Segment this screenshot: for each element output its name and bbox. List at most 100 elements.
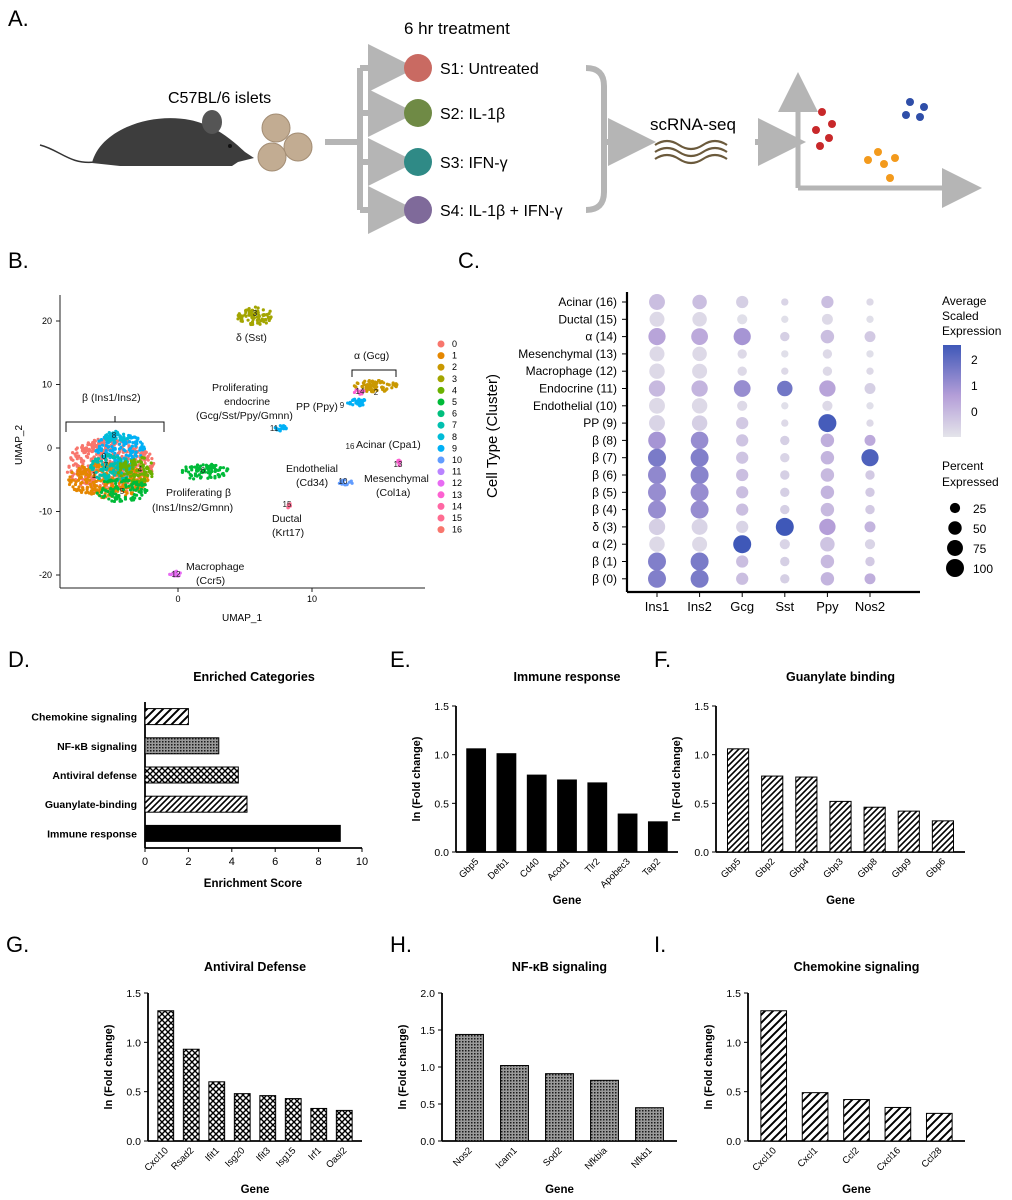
legend-swatch	[437, 421, 445, 429]
umap-point	[208, 475, 212, 479]
umap-point	[220, 472, 224, 476]
umap-point	[146, 478, 150, 482]
umap-point	[129, 474, 133, 478]
row-label: Endocrine (11)	[539, 382, 617, 396]
cluster-number: 14	[356, 387, 365, 396]
gene-tick-label: Gbp5	[719, 856, 743, 880]
umap-point	[116, 487, 120, 491]
umap-point	[350, 481, 354, 485]
umap-point	[131, 440, 135, 445]
x-tick-label: 4	[229, 856, 235, 868]
umap-point	[125, 491, 129, 495]
dot-Ins2-row-14	[692, 536, 708, 552]
row-label: β (0)	[592, 572, 617, 586]
gene-label: Ppy	[816, 599, 839, 614]
bar-Gbp5	[726, 748, 750, 853]
umap-point	[370, 380, 374, 384]
x-tick-label: 0	[142, 856, 148, 868]
legend-label: 4	[452, 385, 457, 395]
legend-swatch	[437, 386, 445, 394]
umap-point	[108, 448, 112, 453]
umap-point	[261, 308, 265, 312]
y-tick-label: -20	[39, 570, 52, 580]
dot-Sst-row-10	[780, 470, 790, 480]
umap-point	[109, 437, 113, 441]
umap-point	[225, 467, 229, 471]
dot-Ins1-row-7	[649, 415, 665, 432]
category-label: Guanylate-binding	[45, 799, 137, 811]
y-tick-label: 10	[42, 380, 52, 390]
umap-point	[256, 321, 260, 325]
bar-Isg20	[233, 1093, 251, 1142]
x-tick-label: 10	[307, 594, 317, 604]
gene-tick-label: Sod2	[541, 1145, 564, 1168]
sample-label: S3: IFN-γ	[440, 155, 508, 172]
umap-point	[124, 485, 128, 489]
gene-tick-label: Oasl2	[324, 1145, 349, 1170]
cluster-11	[273, 424, 288, 433]
cluster-14	[352, 387, 366, 396]
panel-h: H. NF-κB signaling 0.0 0.5 1.0 1.5 2.0 ln (Fold…	[390, 932, 677, 1196]
y-tick-label: 1.0	[126, 1037, 141, 1049]
umap-point	[282, 426, 286, 430]
umap-point	[369, 384, 373, 388]
chart-title: Antiviral Defense	[204, 960, 306, 974]
size-legend-label: 75	[973, 542, 987, 556]
dot-Gcg-row-13	[736, 520, 749, 534]
gene-tick-label: Nfkb1	[629, 1145, 654, 1170]
gene-tick-label: Rsad2	[169, 1145, 196, 1172]
umap-point	[122, 443, 126, 447]
bar-Nfkb1	[635, 1107, 664, 1142]
umap-point	[146, 473, 150, 478]
dot-Gcg-row-11	[736, 486, 749, 499]
dot-Ppy-row-10	[820, 468, 835, 482]
cluster-12	[168, 569, 182, 578]
dot-Ppy-row-1	[821, 313, 833, 325]
dot-Gcg-row-7	[736, 416, 749, 430]
row-label: Ductal (15)	[558, 312, 617, 326]
umap-point	[84, 468, 88, 472]
color-legend-title-1: Average	[942, 294, 987, 308]
bar-Oasl2	[335, 1109, 353, 1142]
umap-point	[115, 430, 119, 434]
y-tick-label: 1.0	[726, 1037, 741, 1049]
umap-point	[148, 452, 152, 456]
umap-point	[93, 483, 97, 488]
gene-tick-label: Cd40	[518, 856, 542, 880]
dot-Ins2-row-0	[692, 294, 707, 310]
umap-point	[217, 475, 221, 479]
bar-Cxcl1	[801, 1092, 829, 1142]
dot-Ppy-row-5	[819, 380, 836, 397]
umap-point	[107, 430, 111, 435]
gene-tick-label: Cxcl16	[875, 1145, 903, 1173]
dot-Sst-row-8	[780, 435, 790, 446]
panel-d-title: Enriched Categories	[193, 670, 315, 684]
label-beta: β (Ins1/Ins2)	[82, 392, 141, 404]
umap-point	[97, 444, 102, 448]
umap-point	[205, 465, 209, 469]
umap-point	[104, 437, 108, 441]
umap-point	[146, 454, 150, 459]
umap-point	[191, 477, 196, 481]
y-tick-label: 0.0	[726, 1136, 741, 1148]
row-label: α (14)	[585, 330, 617, 344]
dot-Gcg-row-16	[736, 572, 749, 585]
y-tick-label: 0.0	[420, 1136, 435, 1148]
legend-swatch	[437, 456, 445, 464]
umap-point	[119, 466, 123, 470]
legend-label: 3	[452, 374, 457, 384]
umap-point	[141, 448, 145, 452]
umap-point	[100, 462, 105, 467]
dot-Gcg-row-8	[736, 434, 749, 447]
umap-point	[92, 473, 96, 478]
umap-point	[84, 471, 88, 475]
umap-point	[89, 485, 93, 489]
umap-point	[71, 485, 75, 489]
legend-label: 1	[452, 351, 457, 361]
y-tick-label: -10	[39, 507, 52, 517]
umap-point	[106, 438, 111, 442]
row-label: α (2)	[592, 537, 617, 551]
dot-Sst-row-11	[780, 487, 790, 497]
umap-point	[85, 485, 90, 489]
umap-point	[352, 390, 357, 395]
